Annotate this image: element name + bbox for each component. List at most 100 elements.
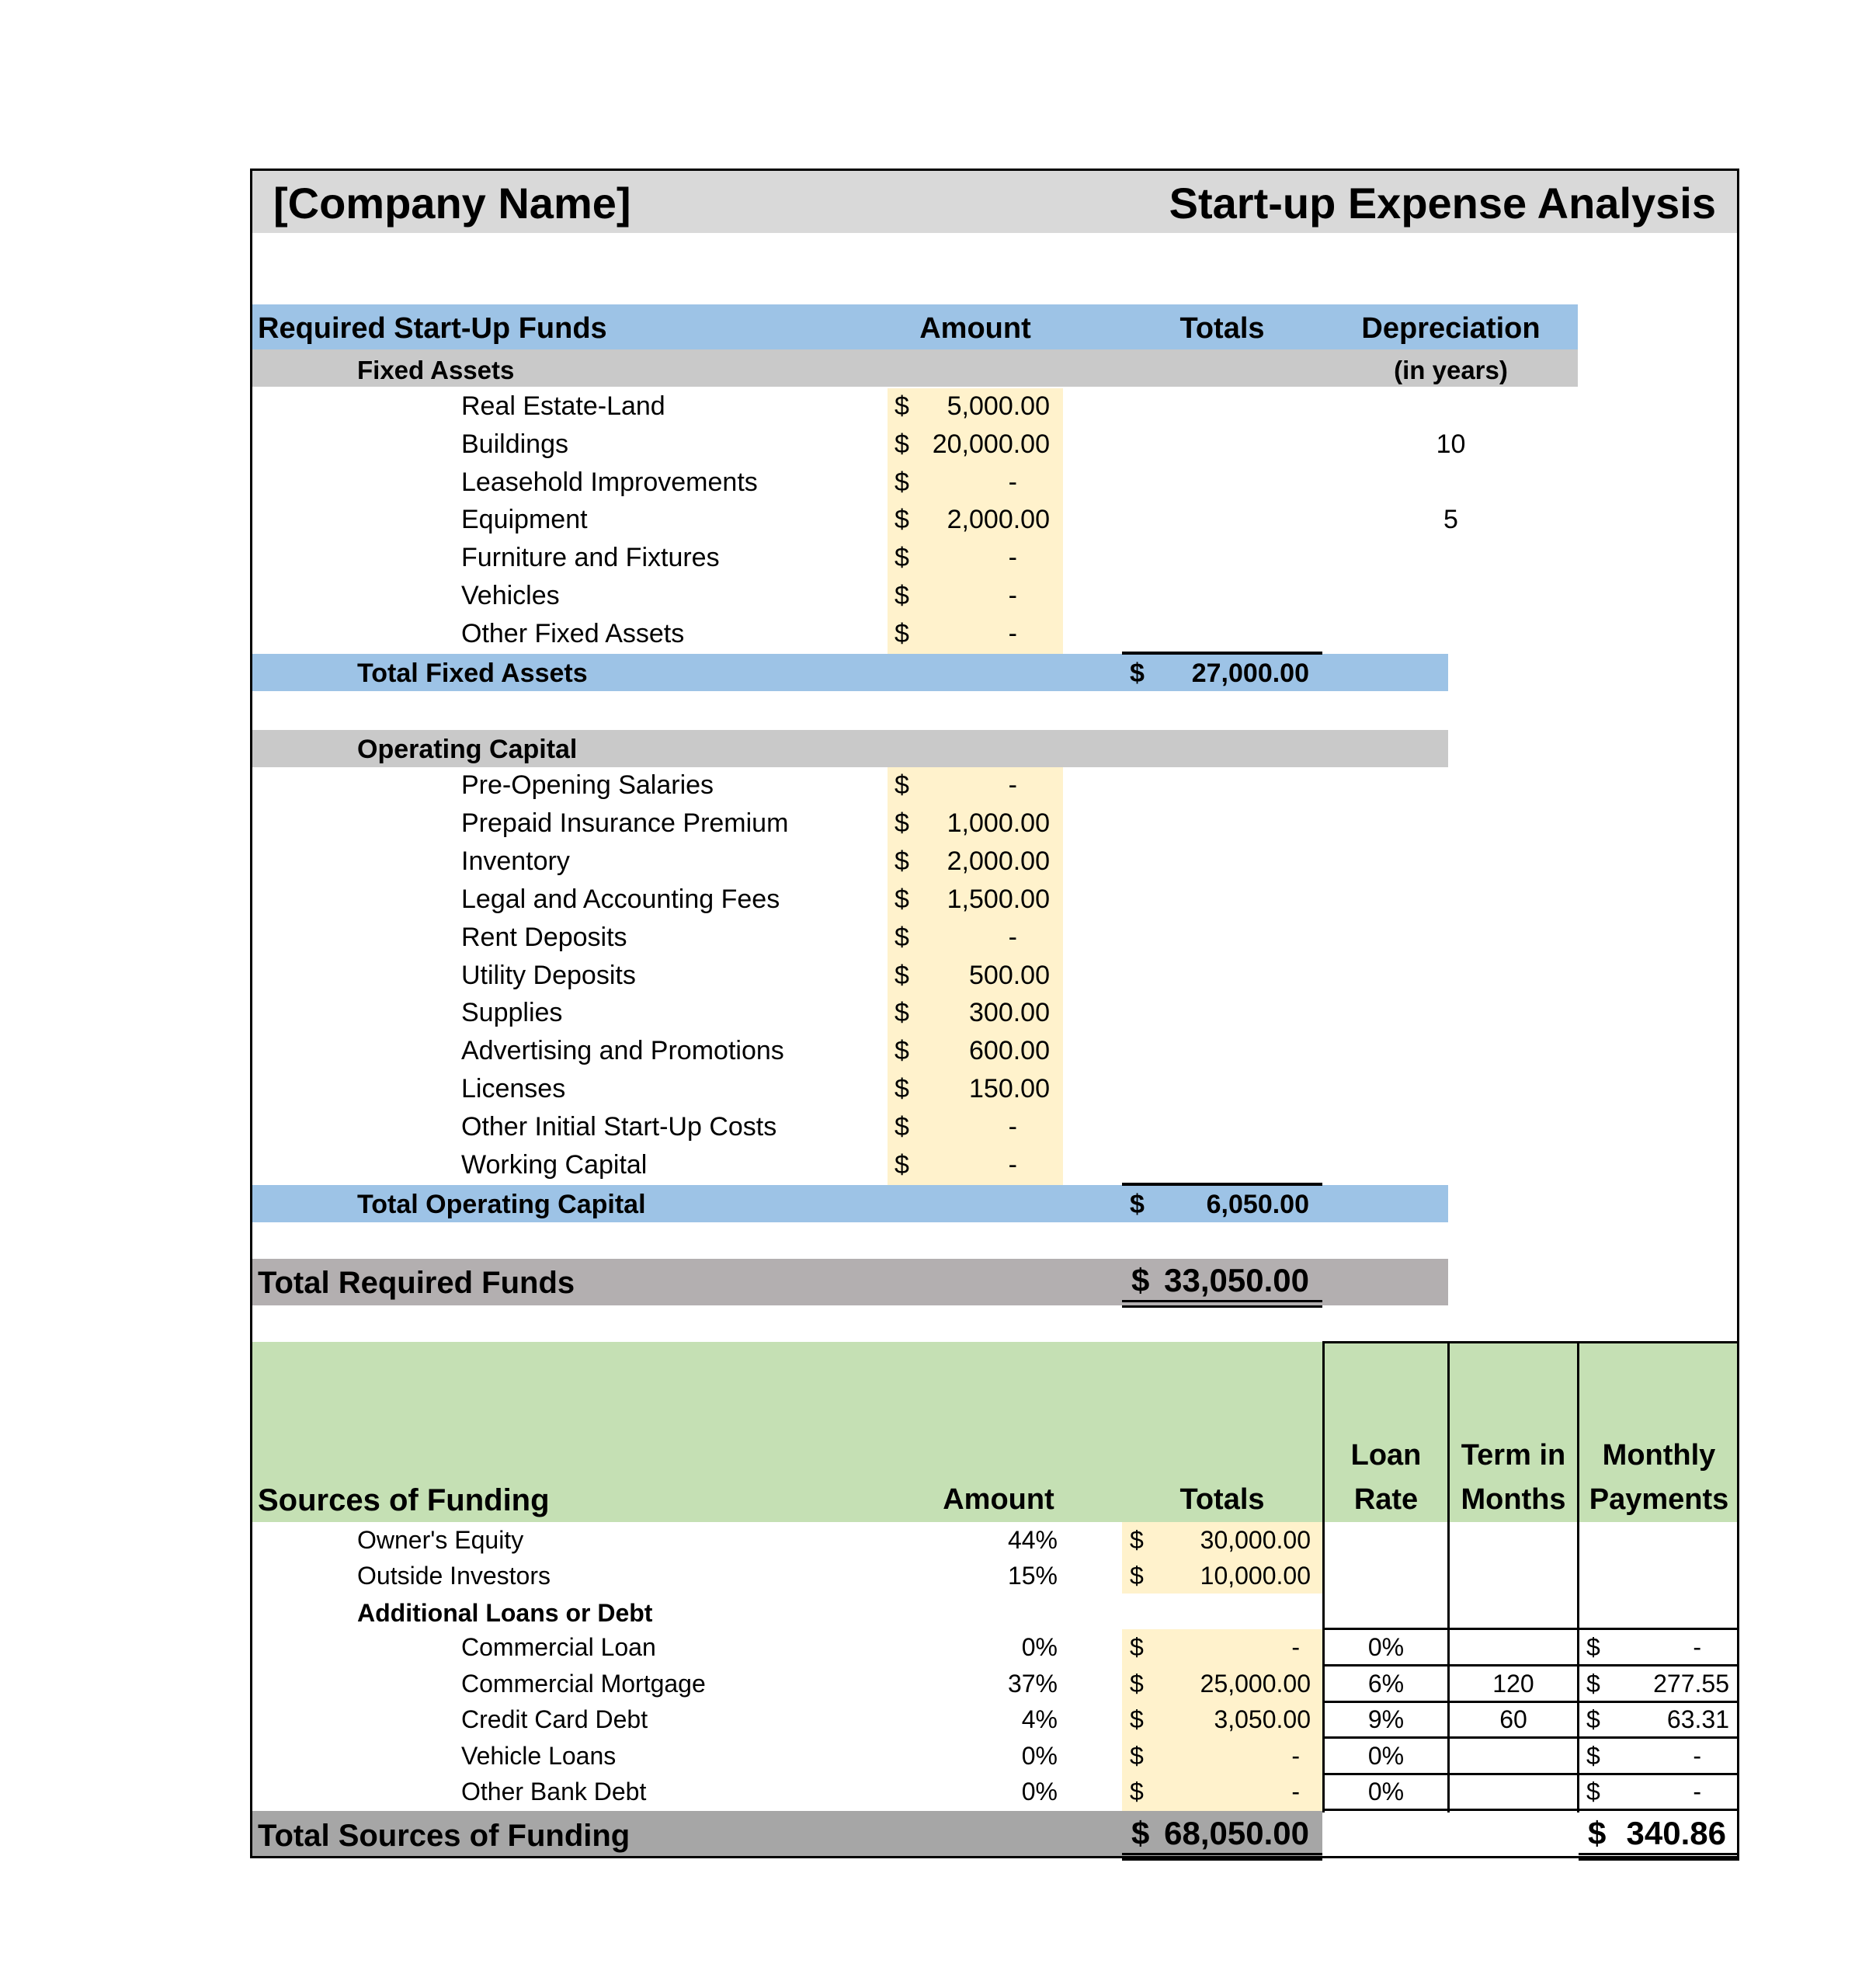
total-sources-underline-2: [1122, 1858, 1322, 1861]
loan-columns-top-rule: [1323, 1341, 1739, 1343]
operating-capital-item-currency: $: [895, 1036, 909, 1065]
loan-row-term: 120: [1492, 1670, 1534, 1698]
loan-row-percent: 0%: [1021, 1742, 1058, 1770]
fixed-asset-amount: -: [1008, 619, 1017, 648]
total-sources-underline-1: [1122, 1853, 1322, 1855]
loan-row-currency: $: [1130, 1670, 1144, 1698]
loan-row-payment: 63.31: [1666, 1705, 1729, 1733]
fixed-assets-input-column: [888, 388, 1063, 654]
equity-row-label: Outside Investors: [357, 1562, 551, 1590]
sheet-border: [250, 169, 1739, 1858]
loan-row-term: 60: [1499, 1705, 1527, 1733]
equity-totals-input-column: [1122, 1522, 1322, 1594]
loan-row-payment: -: [1693, 1633, 1701, 1661]
loan-row-payment-currency: $: [1586, 1778, 1600, 1806]
operating-capital-item-currency: $: [895, 808, 909, 838]
amount-column-header: Amount: [919, 312, 1031, 345]
total-sources-currency: $: [1131, 1815, 1150, 1851]
fixed-asset-amount: 20,000.00: [932, 429, 1050, 459]
sources-of-funding-header: [252, 1342, 1737, 1522]
loan-row-percent: 4%: [1021, 1705, 1058, 1733]
required-funds-title: Required Start-Up Funds: [258, 312, 607, 345]
operating-capital-item-amount: -: [1008, 1150, 1017, 1180]
equity-row-percent: 44%: [1007, 1526, 1058, 1554]
loan-totals-input-column: [1122, 1629, 1322, 1811]
grid-line-loan-rate-left: [1322, 1341, 1325, 1812]
operating-capital-band: [252, 730, 1448, 767]
loan-row-rate: 0%: [1367, 1742, 1405, 1770]
total-monthly-underline-2: [1579, 1858, 1739, 1861]
operating-capital-item-amount: 1,500.00: [947, 885, 1050, 914]
total-monthly-currency: $: [1588, 1815, 1607, 1851]
total-fixed-assets-currency: $: [1130, 659, 1145, 688]
operating-capital-item-amount: 150.00: [969, 1074, 1050, 1103]
fixed-asset-amount: 5,000.00: [947, 391, 1050, 421]
operating-capital-item-amount: 600.00: [969, 1036, 1050, 1065]
grid-line-term-left: [1447, 1341, 1450, 1812]
operating-capital-item-amount: 2,000.00: [947, 846, 1050, 876]
total-fixed-assets-value: 27,000.00: [1191, 659, 1309, 688]
loan-row-percent: 0%: [1021, 1633, 1058, 1661]
operating-capital-item-currency: $: [895, 770, 909, 800]
operating-capital-item-label: Other Initial Start-Up Costs: [461, 1112, 777, 1142]
operating-capital-item-label: Licenses: [461, 1074, 566, 1103]
operating-capital-item-currency: $: [895, 1074, 909, 1103]
equity-row-total: 30,000.00: [1200, 1526, 1311, 1554]
fixed-asset-currency: $: [895, 505, 909, 534]
total-required-funds-band: [252, 1259, 1448, 1305]
report-title: Start-up Expense Analysis: [1169, 179, 1716, 228]
operating-capital-item-amount: -: [1008, 770, 1017, 800]
term-header-line2: Months: [1461, 1483, 1566, 1516]
total-operating-capital-band: [252, 1185, 1448, 1222]
operating-capital-item-label: Advertising and Promotions: [461, 1036, 784, 1065]
equity-row-percent: 15%: [1007, 1562, 1058, 1590]
loan-row-total: -: [1291, 1778, 1300, 1806]
loan-row-currency: $: [1130, 1742, 1144, 1770]
loan-row-percent: 0%: [1021, 1778, 1058, 1806]
term-header-line1: Term in: [1461, 1439, 1566, 1472]
total-operating-capital-label: Total Operating Capital: [357, 1190, 646, 1219]
loan-row-payment: -: [1693, 1742, 1701, 1770]
total-required-funds-value: 33,050.00: [1164, 1262, 1309, 1298]
total-operating-capital-rule: [1122, 1183, 1322, 1186]
loan-rate-header-line1: Loan: [1350, 1439, 1422, 1472]
total-required-funds-underline-2: [1122, 1305, 1322, 1308]
total-required-funds-underline-1: [1122, 1300, 1322, 1302]
loan-row-rate: 9%: [1367, 1705, 1405, 1733]
equity-row-label: Owner's Equity: [357, 1526, 524, 1554]
depreciation-subheader: (in years): [1394, 356, 1508, 384]
total-sources-band: [252, 1811, 1322, 1856]
operating-capital-item-label: Legal and Accounting Fees: [461, 885, 780, 914]
total-required-funds-currency: $: [1131, 1262, 1150, 1298]
loan-row-currency: $: [1130, 1633, 1144, 1661]
grid-line-monthly-left: [1577, 1341, 1579, 1812]
total-fixed-assets-band: [252, 654, 1448, 691]
operating-capital-item-label: Supplies: [461, 998, 563, 1027]
operating-capital-item-currency: $: [895, 846, 909, 876]
total-fixed-assets-label: Total Fixed Assets: [357, 659, 588, 688]
fixed-asset-currency: $: [895, 467, 909, 497]
operating-capital-item-currency: $: [895, 1150, 909, 1180]
operating-capital-item-label: Pre-Opening Salaries: [461, 770, 714, 800]
loan-rate-header-line2: Rate: [1353, 1483, 1419, 1516]
operating-capital-input-column: [888, 767, 1063, 1185]
total-operating-capital-currency: $: [1130, 1190, 1145, 1219]
loan-row-rule: [1323, 1736, 1739, 1739]
operating-capital-label: Operating Capital: [357, 735, 578, 764]
sources-of-funding-title: Sources of Funding: [258, 1483, 550, 1517]
equity-row-currency: $: [1130, 1526, 1144, 1554]
loan-row-payment-currency: $: [1586, 1633, 1600, 1661]
loan-row-rate: 0%: [1367, 1778, 1405, 1806]
fixed-asset-label: Buildings: [461, 429, 568, 459]
total-required-funds-label: Total Required Funds: [258, 1266, 575, 1300]
equity-row-currency: $: [1130, 1562, 1144, 1590]
operating-capital-item-label: Inventory: [461, 846, 570, 876]
operating-capital-item-currency: $: [895, 1112, 909, 1142]
fixed-asset-amount: -: [1008, 581, 1017, 610]
total-monthly-underline-1: [1579, 1853, 1739, 1855]
operating-capital-item-currency: $: [895, 885, 909, 914]
fixed-assets-band: [252, 349, 1578, 387]
fixed-asset-label: Other Fixed Assets: [461, 619, 685, 648]
loan-row-total: 25,000.00: [1200, 1670, 1311, 1698]
